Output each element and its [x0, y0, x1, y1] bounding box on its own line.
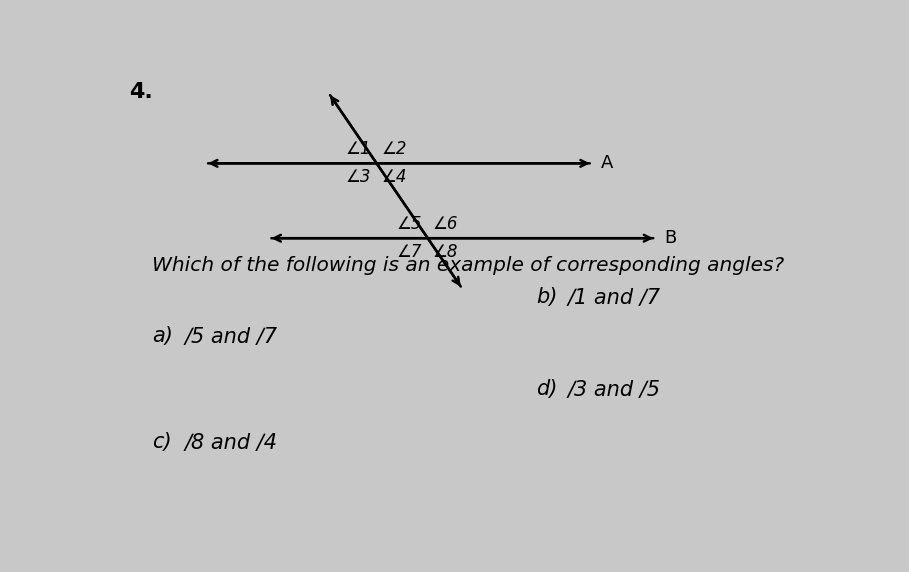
Text: Which of the following is an example of corresponding angles?: Which of the following is an example of … [153, 256, 784, 275]
Text: ∠2: ∠2 [382, 141, 407, 158]
Text: ∠7: ∠7 [397, 243, 423, 261]
Text: ∠4: ∠4 [382, 168, 407, 186]
Text: ∕5 and ∕7: ∕5 and ∕7 [184, 326, 277, 346]
Text: 4.: 4. [129, 82, 153, 102]
Text: ∠3: ∠3 [345, 168, 372, 186]
Text: a): a) [153, 326, 174, 346]
Text: ∠1: ∠1 [345, 141, 372, 158]
Text: ∕3 and ∕5: ∕3 and ∕5 [568, 379, 661, 399]
Text: A: A [601, 154, 614, 172]
Text: ∠5: ∠5 [397, 216, 423, 233]
Text: ∠6: ∠6 [433, 216, 458, 233]
Text: d): d) [536, 379, 558, 399]
Text: b): b) [536, 287, 558, 307]
Text: c): c) [153, 432, 172, 452]
Text: ∕8 and ∕4: ∕8 and ∕4 [184, 432, 277, 452]
Text: B: B [664, 229, 677, 247]
Text: ∕1 and ∕7: ∕1 and ∕7 [568, 287, 661, 307]
Text: ∠8: ∠8 [433, 243, 458, 261]
